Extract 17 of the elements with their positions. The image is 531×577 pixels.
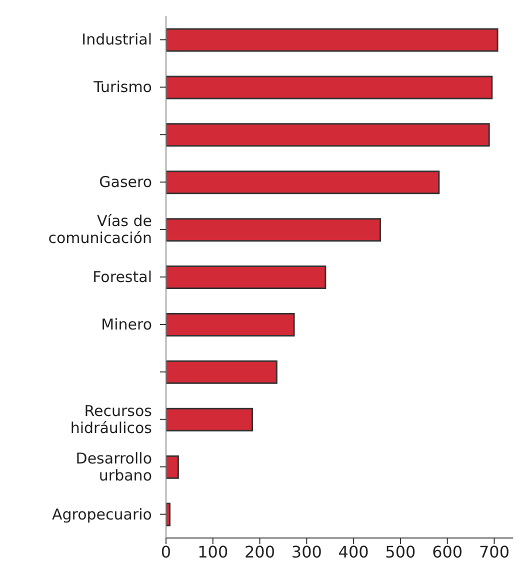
y-tick-label: Minero — [101, 315, 152, 334]
y-tick-label: Vías de comunicación — [48, 212, 152, 248]
x-tick-label: 0 — [160, 542, 172, 562]
x-tick-label: 400 — [338, 542, 369, 562]
y-tick-label: Desarrollo urbano — [76, 449, 152, 484]
x-tick-label: 200 — [244, 542, 276, 562]
y-tick-label: Agropecuario — [52, 505, 152, 524]
x-tick-label: 700 — [478, 542, 510, 562]
x-tick-label: 500 — [385, 542, 416, 562]
x-tick-label: 100 — [198, 542, 228, 562]
x-tick-label: 600 — [432, 542, 463, 562]
y-tick-label: Recursos hidráulicos — [70, 402, 152, 437]
y-tick-label: Forestal — [92, 268, 152, 286]
y-tick-label: Industrial — [82, 30, 152, 49]
x-tick-label: 300 — [291, 542, 322, 562]
y-tick-label: Turismo — [92, 78, 152, 96]
y-tick-label: Gasero — [99, 173, 152, 192]
